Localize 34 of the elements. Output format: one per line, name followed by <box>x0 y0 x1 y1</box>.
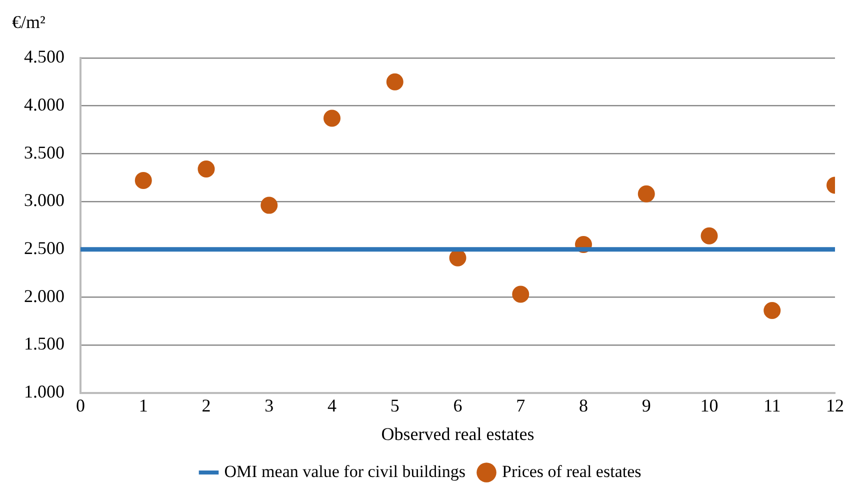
x-tick-label: 7 <box>516 395 526 416</box>
point <box>198 160 215 178</box>
point <box>260 196 278 214</box>
legend-label: Prices of real estates <box>502 462 642 481</box>
x-tick-label: 5 <box>390 395 400 416</box>
x-tick-label: 3 <box>264 395 274 416</box>
y-tick-label: 3.500 <box>24 142 64 162</box>
x-tick-label: 6 <box>453 395 462 416</box>
y-tick-label: 3.000 <box>24 190 64 210</box>
x-axis-title: Observed real estates <box>381 424 534 444</box>
x-tick-label: 4 <box>328 395 336 416</box>
x-tick-label: 10 <box>700 395 718 416</box>
x-tick-label: 8 <box>579 395 588 416</box>
y-tick-label: 1.500 <box>24 334 64 354</box>
x-tick-label: 2 <box>202 395 211 416</box>
point <box>512 286 530 303</box>
x-tick-label: 11 <box>763 395 781 416</box>
y-tick-label: 1.000 <box>24 382 64 402</box>
x-tick-label: 0 <box>76 395 85 416</box>
y-axis-title: €/m² <box>12 12 46 33</box>
point <box>386 73 404 90</box>
y-tick-label: 2.500 <box>24 238 64 258</box>
y-tick-label: 2.000 <box>24 286 64 306</box>
x-tick-label: 12 <box>826 395 844 416</box>
point <box>700 227 718 244</box>
x-tick-label: 1 <box>138 395 148 416</box>
legend-label: OMI mean value for civil buildings <box>224 462 466 481</box>
y-tick-label: 4.500 <box>24 46 64 67</box>
point <box>638 185 655 202</box>
y-tick-label: 4.000 <box>24 94 64 115</box>
x-tick-label: 9 <box>642 395 651 416</box>
point <box>324 110 340 127</box>
point <box>764 302 781 320</box>
point <box>134 172 152 189</box>
